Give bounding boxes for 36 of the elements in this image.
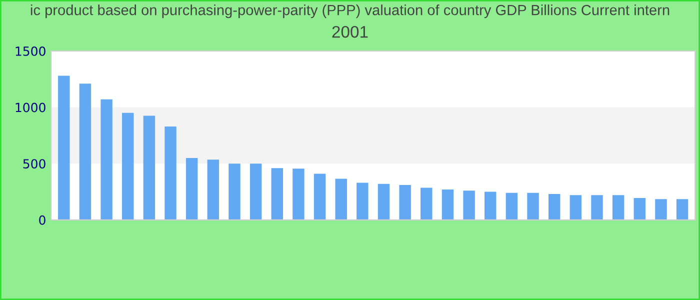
bar <box>463 190 475 220</box>
y-tick-label: 500 <box>23 159 46 169</box>
chart-title: ic product based on purchasing-power-parity (PPP) valuation of country GDP Billions Current intern <box>30 4 670 18</box>
bar <box>122 112 134 220</box>
bar <box>634 198 646 220</box>
bar <box>548 194 560 220</box>
bar <box>420 188 432 220</box>
bar <box>676 199 688 220</box>
bar <box>484 192 496 220</box>
bar <box>250 164 262 220</box>
y-tick-label: 1000 <box>16 102 46 112</box>
bar <box>506 192 518 220</box>
bar <box>228 164 240 220</box>
y-tick-label: 0 <box>39 215 46 225</box>
bar <box>186 158 198 220</box>
bar <box>399 184 411 220</box>
bar <box>527 192 539 220</box>
bar <box>356 182 368 220</box>
bar <box>612 195 624 220</box>
bar <box>143 116 156 220</box>
bar <box>58 76 70 220</box>
bar <box>292 168 304 220</box>
bar <box>378 184 390 220</box>
bar <box>100 99 112 220</box>
y-tick-label: 1500 <box>16 46 46 56</box>
bar <box>655 199 667 220</box>
bar <box>271 168 284 220</box>
bar <box>591 195 603 220</box>
bar <box>207 160 220 220</box>
bar <box>570 195 582 220</box>
chart-subtitle: 2001 <box>332 26 368 38</box>
bar <box>79 84 92 220</box>
bar <box>164 126 176 220</box>
bar <box>442 190 454 220</box>
bar <box>314 174 326 220</box>
bar <box>335 178 347 220</box>
